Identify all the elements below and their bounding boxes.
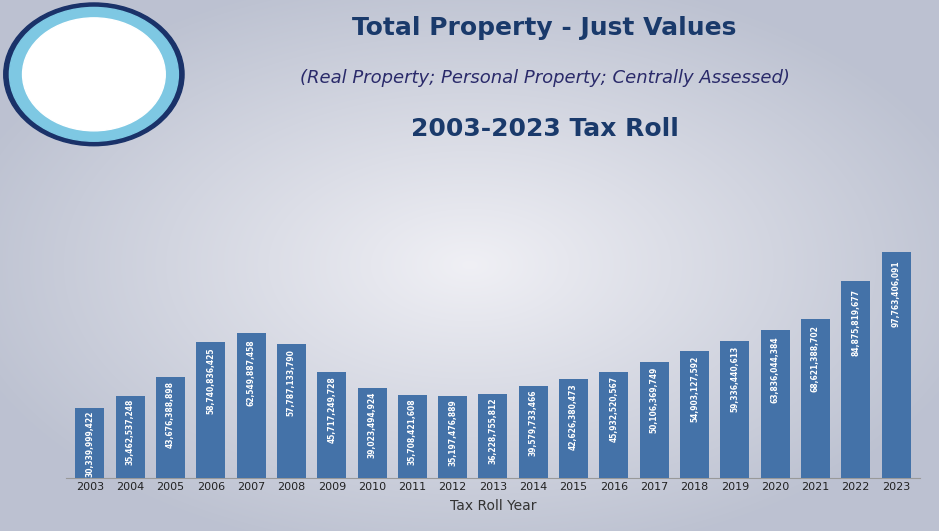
Text: 54,903,127,592: 54,903,127,592 bbox=[690, 356, 699, 422]
Text: 35,462,537,248: 35,462,537,248 bbox=[126, 399, 134, 466]
Bar bbox=[761, 330, 790, 478]
Bar bbox=[479, 394, 507, 478]
Bar bbox=[196, 342, 225, 478]
Text: 62,549,887,458: 62,549,887,458 bbox=[247, 339, 255, 406]
Text: 57,787,133,790: 57,787,133,790 bbox=[287, 349, 296, 416]
Text: 2003-2023 Tax Roll: 2003-2023 Tax Roll bbox=[410, 117, 679, 141]
Text: 84,875,819,677: 84,875,819,677 bbox=[852, 289, 860, 356]
X-axis label: Tax Roll Year: Tax Roll Year bbox=[450, 499, 536, 513]
Text: 39,579,733,466: 39,579,733,466 bbox=[529, 390, 538, 457]
Text: 36,228,755,812: 36,228,755,812 bbox=[488, 397, 498, 464]
Circle shape bbox=[9, 7, 178, 141]
Bar bbox=[559, 379, 588, 478]
Text: 43,676,388,898: 43,676,388,898 bbox=[166, 381, 175, 448]
Bar bbox=[680, 351, 709, 478]
Bar bbox=[720, 340, 749, 478]
Circle shape bbox=[23, 18, 165, 131]
Circle shape bbox=[4, 3, 184, 145]
Text: 39,023,494,924: 39,023,494,924 bbox=[367, 391, 377, 458]
Text: Total Property - Just Values: Total Property - Just Values bbox=[352, 16, 737, 40]
Bar bbox=[518, 386, 547, 478]
Bar bbox=[882, 252, 911, 478]
Bar bbox=[398, 395, 427, 478]
Text: 68,621,388,702: 68,621,388,702 bbox=[811, 326, 820, 392]
Bar bbox=[115, 396, 145, 478]
Bar bbox=[599, 372, 628, 478]
Text: 42,626,380,473: 42,626,380,473 bbox=[569, 383, 578, 450]
Text: (Real Property; Personal Property; Centrally Assessed): (Real Property; Personal Property; Centr… bbox=[300, 69, 790, 87]
Text: 59,336,440,613: 59,336,440,613 bbox=[731, 346, 739, 412]
Text: 30,339,999,422: 30,339,999,422 bbox=[85, 410, 95, 477]
Text: 63,836,044,384: 63,836,044,384 bbox=[771, 336, 779, 402]
Bar bbox=[639, 362, 669, 478]
Bar bbox=[317, 372, 346, 478]
Bar bbox=[156, 377, 185, 478]
Bar bbox=[801, 319, 830, 478]
Text: 35,197,476,889: 35,197,476,889 bbox=[448, 400, 457, 466]
Bar bbox=[277, 344, 306, 478]
Bar bbox=[358, 388, 387, 478]
Bar bbox=[237, 333, 266, 478]
Bar bbox=[75, 408, 104, 478]
Text: 45,932,520,567: 45,932,520,567 bbox=[609, 376, 619, 442]
Text: 45,717,249,728: 45,717,249,728 bbox=[328, 376, 336, 443]
Text: 97,763,406,091: 97,763,406,091 bbox=[891, 261, 901, 327]
Text: 58,740,836,425: 58,740,836,425 bbox=[207, 347, 215, 414]
Text: 35,708,421,608: 35,708,421,608 bbox=[408, 399, 417, 465]
Bar bbox=[841, 281, 870, 478]
Bar bbox=[439, 397, 468, 478]
Text: 50,106,369,749: 50,106,369,749 bbox=[650, 366, 658, 433]
